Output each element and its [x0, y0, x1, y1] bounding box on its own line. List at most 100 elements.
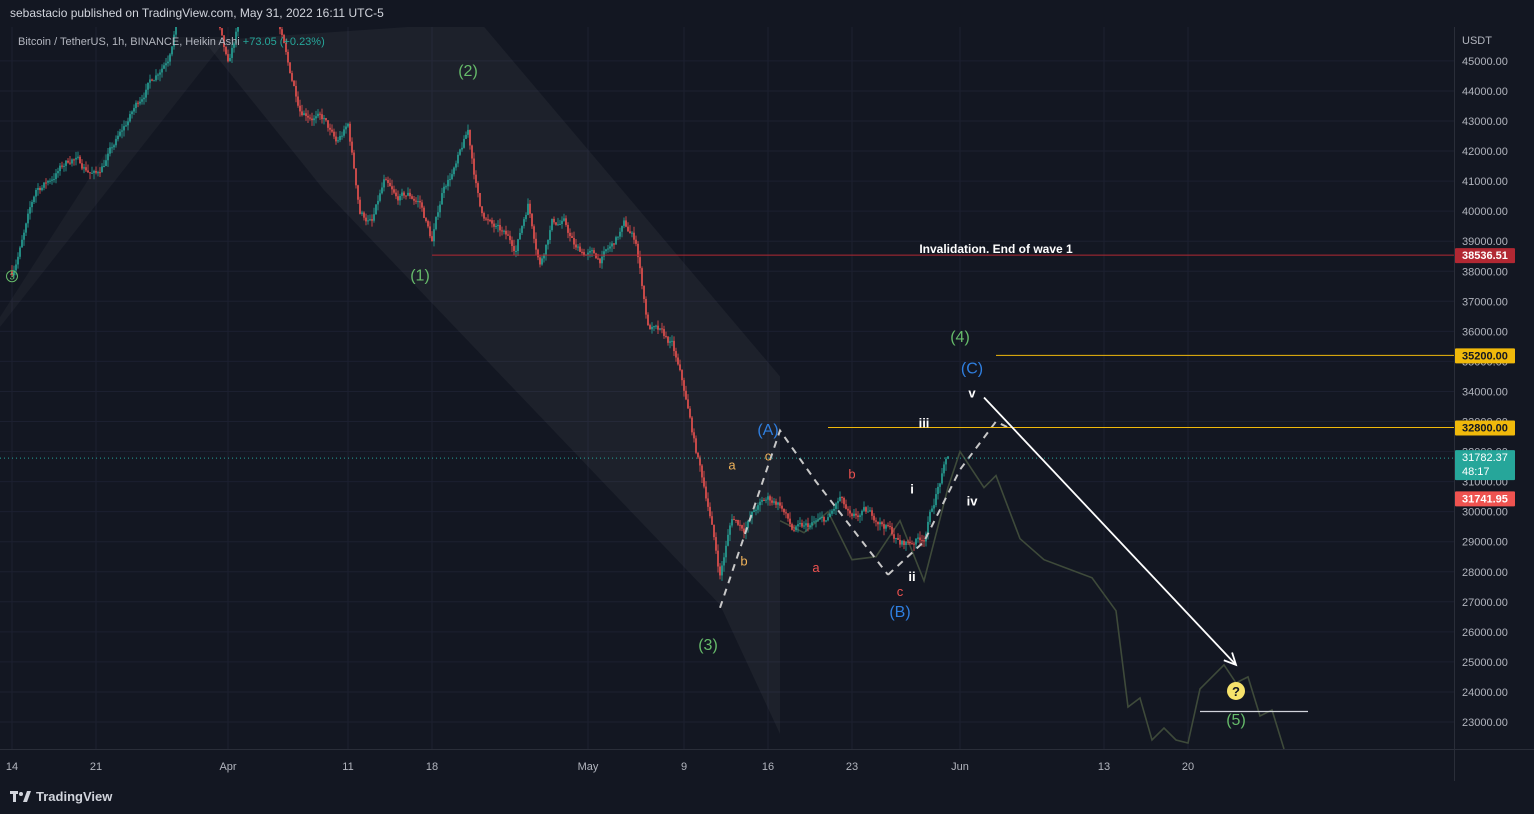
price-tick-label: 34000.00: [1462, 386, 1508, 398]
candle-up: [373, 214, 375, 221]
candle-up: [747, 521, 749, 528]
candle-up: [773, 501, 775, 503]
candle-down: [613, 243, 615, 245]
candle-up: [495, 226, 497, 228]
candle-down: [151, 79, 153, 81]
candle-down: [299, 105, 301, 112]
candle-down: [595, 253, 597, 259]
candle-down: [769, 496, 771, 501]
candle-down: [333, 131, 335, 137]
candle-down: [735, 519, 737, 521]
candle-up: [49, 180, 51, 182]
candle-down: [801, 522, 803, 527]
candle-up: [157, 74, 159, 76]
candle-down: [673, 340, 675, 352]
candle-down: [405, 195, 407, 197]
candle-up: [835, 503, 837, 509]
candle-down: [695, 438, 697, 453]
candle-down: [427, 221, 429, 227]
candle-down: [493, 223, 495, 227]
candle-up: [407, 192, 409, 196]
candle-up: [523, 219, 525, 226]
candle-down: [689, 408, 691, 418]
candle-up: [119, 131, 121, 136]
candle-down: [351, 141, 353, 153]
wave-label: (B): [889, 604, 910, 621]
candle-up: [23, 232, 25, 240]
price-tick-label: 45000.00: [1462, 56, 1508, 68]
candle-up: [827, 517, 829, 521]
candle-down: [847, 508, 849, 511]
candle-down: [475, 174, 477, 184]
candle-up: [33, 196, 35, 203]
candle-up: [839, 496, 841, 501]
candle-up: [543, 254, 545, 259]
candle-up: [461, 147, 463, 150]
candle-down: [645, 299, 647, 315]
candle-up: [445, 186, 447, 188]
candle-down: [783, 508, 785, 513]
candle-down: [889, 526, 891, 528]
candle-down: [67, 160, 69, 163]
candle-down: [511, 240, 513, 247]
candle-down: [349, 123, 351, 142]
candle-down: [657, 325, 659, 330]
tradingview-logo[interactable]: TradingView: [10, 789, 112, 804]
projection-layer: [779, 449, 1285, 749]
candle-up: [517, 239, 519, 252]
candle-up: [131, 111, 133, 115]
candle-down: [491, 220, 493, 224]
candle-down: [221, 28, 223, 36]
candle-up: [819, 517, 821, 520]
candle-up: [453, 167, 455, 175]
candle-down: [683, 380, 685, 391]
candle-up: [345, 126, 347, 130]
forecast-arrow-head: [1223, 652, 1238, 667]
wave-label: iv: [967, 494, 979, 509]
candle-down: [99, 172, 101, 174]
candle-down: [425, 217, 427, 222]
candle-up: [93, 171, 95, 173]
candle-up: [731, 519, 733, 526]
candle-down: [719, 566, 721, 576]
candle-down: [739, 524, 741, 526]
candle-down: [487, 219, 489, 221]
candle-up: [605, 249, 607, 252]
candle-down: [365, 217, 367, 222]
candle-down: [923, 540, 925, 542]
candle-up: [121, 130, 123, 132]
candle-down: [137, 102, 139, 104]
candle-up: [143, 97, 145, 100]
candle-up: [139, 101, 141, 104]
candle-up: [165, 63, 167, 66]
candle-up: [497, 225, 499, 227]
price-chart[interactable]: Invalidation. End of wave 1? (1) (2) (3) (4)…: [0, 27, 1534, 781]
candle-down: [319, 113, 321, 115]
candle-down: [529, 203, 531, 214]
candle-up: [809, 525, 811, 527]
wave-label: (4): [950, 329, 970, 346]
level-badge-32800.00: [1455, 420, 1515, 436]
candle-up: [433, 229, 435, 242]
candle-down: [625, 220, 627, 227]
candle-up: [167, 61, 169, 64]
candle-up: [797, 524, 799, 527]
candle-down: [69, 162, 71, 164]
candle-up: [107, 153, 109, 161]
price-tick-label: 39000.00: [1462, 236, 1508, 248]
symbol-legend[interactable]: Bitcoin / TetherUS, 1h, BINANCE, Heikin …: [18, 36, 325, 48]
candle-down: [891, 526, 893, 535]
candle-down: [73, 159, 75, 161]
candle-up: [317, 113, 319, 117]
candle-up: [943, 464, 945, 474]
chart-frame[interactable]: Invalidation. End of wave 1? (1) (2) (3) (4)…: [0, 27, 1534, 781]
candle-down: [301, 111, 303, 116]
candle-down: [225, 47, 227, 55]
price-badge-text: 31782.37: [1462, 452, 1508, 464]
candle-up: [611, 243, 613, 247]
candle-up: [767, 496, 769, 500]
candle-up: [109, 147, 111, 154]
candle-down: [537, 249, 539, 258]
candle-down: [581, 251, 583, 253]
level-badge-35200.00: [1455, 348, 1515, 364]
